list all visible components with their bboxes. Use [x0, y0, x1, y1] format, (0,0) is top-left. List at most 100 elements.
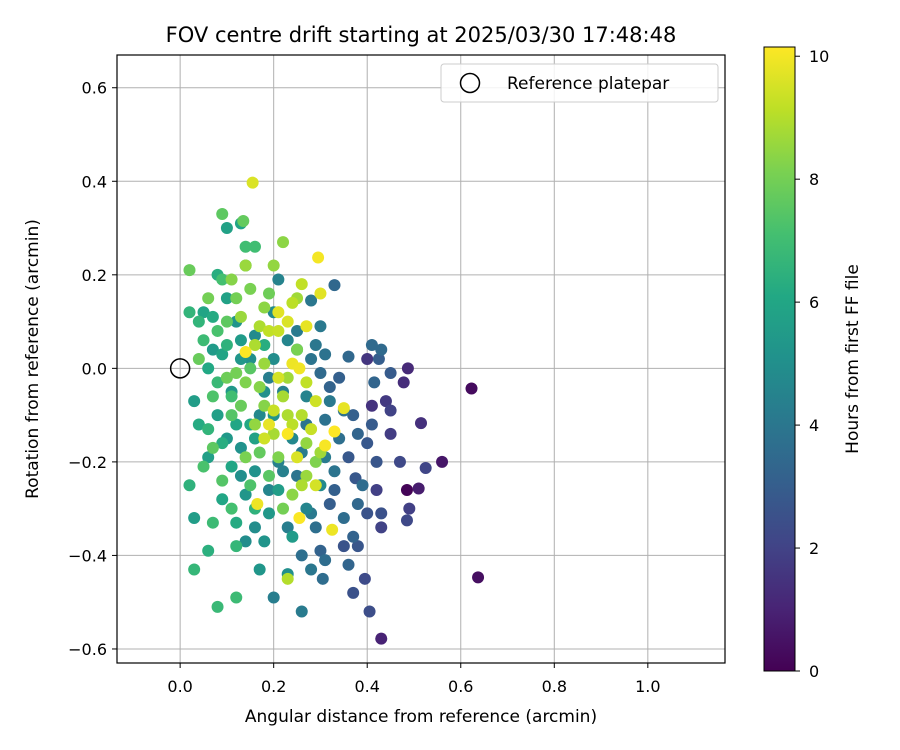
legend-label: Reference platepar: [507, 74, 669, 94]
data-point: [326, 523, 339, 536]
data-point: [403, 502, 416, 515]
data-point: [225, 273, 238, 286]
data-point: [351, 427, 364, 440]
data-point: [272, 371, 285, 384]
data-point: [192, 418, 205, 431]
data-point: [239, 240, 252, 253]
data-point: [237, 215, 250, 228]
data-point: [188, 563, 201, 576]
data-point: [248, 338, 261, 351]
data-point: [347, 586, 360, 599]
data-point: [277, 465, 290, 478]
data-point: [239, 535, 252, 548]
data-point: [277, 390, 290, 403]
data-point: [220, 222, 233, 235]
data-point: [281, 334, 294, 347]
data-point: [384, 404, 397, 417]
data-point: [314, 287, 327, 300]
data-point: [309, 338, 322, 351]
data-point: [267, 427, 280, 440]
data-point: [277, 236, 290, 249]
grid-lines: [117, 55, 725, 663]
data-point: [188, 395, 201, 408]
data-point: [472, 571, 485, 584]
data-point: [192, 353, 205, 365]
data-point: [267, 404, 280, 417]
data-point: [401, 362, 414, 375]
data-point: [225, 409, 238, 422]
data-point: [328, 483, 341, 496]
chart-title: FOV centre drift starting at 2025/03/30 …: [166, 23, 677, 47]
data-point: [272, 273, 285, 286]
data-point: [281, 521, 294, 534]
data-point: [230, 418, 243, 431]
data-point: [351, 497, 364, 510]
data-point: [319, 554, 332, 567]
data-point: [384, 427, 397, 440]
y-axis-label: Rotation from reference (arcmin): [23, 219, 43, 499]
data-point: [300, 390, 313, 403]
data-point: [239, 488, 252, 501]
data-point: [309, 479, 322, 492]
data-point: [397, 376, 410, 389]
colorbar-tick-label: 2: [809, 539, 819, 558]
data-point: [370, 483, 383, 496]
data-point: [216, 437, 229, 450]
data-point: [230, 292, 243, 305]
data-point: [225, 502, 238, 515]
x-axis-label: Angular distance from reference (arcmin): [245, 707, 597, 727]
data-point: [239, 345, 252, 358]
data-point: [337, 512, 350, 525]
y-axis-ticks: −0.6 −0.4 −0.2 0.0 0.2 0.4 0.6: [68, 79, 117, 659]
data-point: [244, 479, 257, 492]
data-point: [248, 521, 261, 534]
scatter-points: [183, 176, 485, 645]
data-point: [415, 417, 427, 430]
data-point: [277, 502, 290, 515]
reference-platepar-marker: [169, 358, 191, 379]
legend: Reference platepar: [440, 63, 719, 103]
data-point: [225, 390, 238, 403]
data-point: [258, 432, 271, 445]
data-point: [281, 427, 294, 440]
data-point: [267, 353, 280, 365]
data-point: [211, 409, 224, 422]
colorbar-tick-label: 4: [809, 416, 819, 435]
data-point: [295, 278, 308, 291]
data-point: [375, 632, 388, 645]
data-point: [253, 381, 266, 394]
data-point: [286, 530, 299, 543]
data-point: [216, 208, 229, 221]
data-point: [295, 605, 308, 618]
colorbar-tick-label: 10: [809, 47, 829, 66]
data-point: [230, 540, 243, 553]
data-point: [393, 455, 406, 468]
data-point: [293, 512, 306, 525]
data-point: [365, 399, 378, 412]
data-point: [239, 259, 252, 272]
data-point: [319, 348, 332, 361]
data-point: [202, 423, 215, 436]
data-point: [248, 465, 261, 478]
data-point: [436, 455, 449, 468]
data-point: [314, 544, 327, 557]
data-point: [263, 483, 275, 496]
data-point: [216, 348, 229, 361]
data-point: [206, 516, 219, 529]
data-point: [375, 521, 388, 534]
x-tick-label: 0.6: [448, 677, 473, 696]
data-point: [192, 315, 205, 328]
data-point: [248, 432, 261, 445]
data-point: [211, 376, 224, 389]
data-point: [253, 446, 266, 459]
colorbar: [763, 46, 796, 672]
data-point: [263, 469, 275, 482]
data-point: [281, 371, 294, 384]
data-point: [263, 371, 275, 384]
data-point: [267, 591, 280, 604]
data-point: [244, 362, 257, 375]
data-point: [286, 296, 299, 309]
data-point: [248, 329, 261, 342]
data-point: [300, 469, 313, 482]
